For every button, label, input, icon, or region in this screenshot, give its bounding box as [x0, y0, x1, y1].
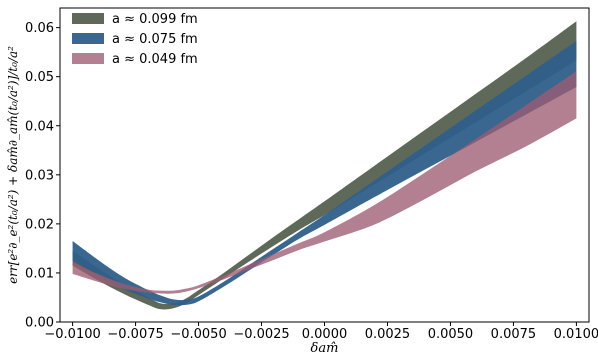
x-tick-label: 0.0100 — [554, 327, 598, 342]
legend: a ≈ 0.099 fm a ≈ 0.075 fm a ≈ 0.049 fm — [72, 12, 198, 67]
y-tick-label: 0.02 — [25, 217, 54, 232]
x-tick-label: 0.0000 — [302, 327, 348, 342]
y-tick-label: 0.06 — [25, 21, 54, 36]
legend-swatch — [72, 13, 104, 24]
x-tick-label: −0.0075 — [107, 327, 163, 342]
legend-label: a ≈ 0.075 fm — [112, 32, 198, 47]
x-axis-ticks: −0.0100 −0.0075 −0.0050 −0.0025 0.0000 0.0025… — [44, 322, 598, 342]
x-tick-label: 0.0050 — [428, 327, 474, 342]
x-tick-label: −0.0050 — [170, 327, 226, 342]
legend-label: a ≈ 0.099 fm — [112, 12, 198, 27]
y-axis-ticks: 0.00 0.01 0.02 0.03 0.04 0.05 0.06 — [25, 21, 60, 331]
legend-label: a ≈ 0.049 fm — [112, 52, 198, 67]
y-tick-label: 0.01 — [25, 266, 54, 281]
band-series-2 — [72, 40, 577, 306]
bands-layer — [72, 21, 577, 310]
x-tick-label: −0.0025 — [233, 327, 289, 342]
x-axis-label: δam̂ — [311, 341, 339, 356]
x-tick-label: 0.0075 — [491, 327, 537, 342]
y-tick-label: 0.04 — [25, 119, 54, 134]
y-tick-label: 0.05 — [25, 70, 54, 85]
legend-swatch — [72, 33, 104, 44]
y-tick-label: 0.00 — [25, 316, 54, 331]
x-tick-label: −0.0100 — [44, 327, 100, 342]
y-axis-label: err[e²∂_e²(t₀/a²) + δam̂∂_am̂(t₀/a²)]/t₀… — [6, 46, 20, 284]
x-tick-label: 0.0025 — [365, 327, 411, 342]
y-tick-label: 0.03 — [25, 168, 54, 183]
legend-swatch — [72, 53, 104, 64]
